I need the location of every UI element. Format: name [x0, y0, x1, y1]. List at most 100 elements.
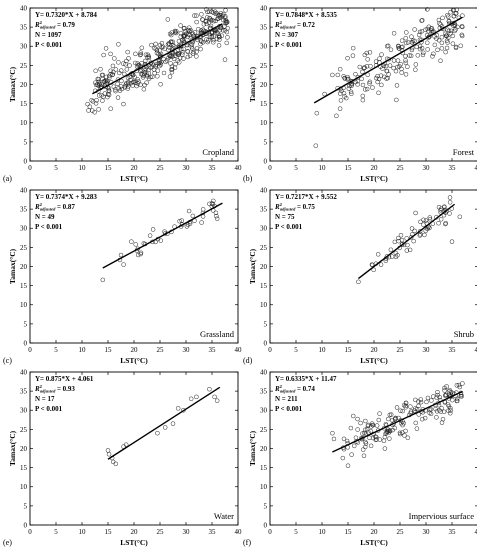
data-point [214, 216, 220, 221]
x-axis-label: LST(°C) [120, 538, 148, 547]
y-tick-label: 10 [20, 301, 28, 309]
data-point [171, 56, 177, 62]
data-point [208, 23, 214, 29]
data-point [434, 395, 439, 400]
data-point [85, 101, 90, 107]
data-point [223, 21, 228, 26]
data-point [96, 107, 101, 112]
x-tick-label: 40 [235, 164, 243, 172]
data-point [187, 53, 193, 58]
x-tick-label: 0 [28, 528, 32, 536]
data-point [363, 444, 368, 450]
data-point [413, 420, 418, 426]
panel-label: (b) [243, 174, 253, 183]
data-point [128, 80, 134, 86]
data-point [361, 66, 367, 71]
data-point [360, 447, 366, 452]
data-point [431, 394, 436, 399]
data-point [426, 28, 431, 34]
data-point [346, 86, 352, 91]
data-point [403, 428, 408, 434]
x-tick-label: 5 [294, 528, 298, 536]
data-point [439, 420, 445, 425]
land-cover-label: Water [214, 511, 234, 521]
sample-size: N = 75 [275, 213, 295, 221]
data-point [376, 417, 382, 423]
data-point [417, 43, 423, 49]
x-tick-label: 30 [183, 528, 191, 536]
data-point [345, 77, 350, 82]
y-axis-label: Tamax(°C) [8, 248, 17, 284]
data-point [225, 35, 230, 40]
data-point [105, 92, 111, 97]
data-point [220, 13, 225, 19]
data-point [453, 10, 459, 16]
data-point [381, 74, 387, 80]
data-point [346, 76, 351, 82]
data-point [90, 99, 96, 104]
data-point [196, 26, 201, 32]
data-point [444, 38, 450, 43]
x-tick-label: 0 [28, 164, 32, 172]
data-point [117, 70, 122, 76]
data-point [178, 23, 183, 28]
regression-equation: Y= 0.7848*X + 8.535 [275, 11, 337, 19]
data-point [190, 213, 196, 219]
data-point [446, 28, 452, 34]
data-point [157, 43, 163, 48]
data-point [99, 82, 104, 87]
regression-line [102, 202, 223, 269]
x-tick-label: 5 [294, 164, 298, 172]
data-point [454, 7, 459, 12]
data-point [169, 67, 174, 72]
data-point [446, 18, 452, 24]
data-point [439, 34, 445, 40]
data-point [135, 246, 141, 252]
x-tick-label: 25 [157, 528, 165, 536]
data-point [110, 63, 116, 69]
y-tick-label: 30 [260, 43, 268, 51]
p-value: P < 0.001 [35, 41, 63, 49]
y-tick-label: 25 [260, 244, 268, 252]
data-point [177, 218, 182, 224]
data-point [169, 64, 175, 69]
data-point [408, 404, 413, 409]
r-squared: R2 adjusted = 0.72 [274, 20, 315, 30]
data-point [173, 61, 178, 67]
data-point [214, 398, 220, 403]
data-point [211, 198, 216, 204]
data-point [447, 388, 453, 393]
panel-c: 0 5 10 15 20 25 30 35 40 0 5 10 15 20 25 30 35 40 LST(°C) T… [3, 186, 242, 365]
data-point [413, 62, 419, 67]
data-point [387, 63, 393, 68]
data-point [378, 262, 384, 267]
data-point [368, 429, 374, 434]
data-point [157, 48, 163, 53]
x-tick-label: 10 [319, 164, 327, 172]
data-point [362, 430, 367, 436]
data-point [337, 66, 343, 72]
data-point [360, 93, 366, 99]
y-tick-label: 10 [20, 483, 28, 491]
data-point [436, 17, 442, 23]
x-tick-label: 15 [345, 528, 353, 536]
data-point [167, 42, 172, 47]
data-point [384, 68, 389, 74]
data-point [128, 77, 133, 83]
data-point [421, 217, 426, 223]
x-axis-label: LST(°C) [360, 538, 388, 547]
y-tick-label: 0 [264, 521, 268, 529]
data-point [403, 35, 408, 41]
panel-b: 0 5 10 15 20 25 30 35 40 0 5 10 15 20 25 30 35 40 LST(°C) T… [243, 4, 477, 183]
data-point [436, 37, 442, 43]
data-point [412, 228, 417, 234]
x-tick-label: 0 [268, 528, 272, 536]
sample-size: N = 1097 [35, 31, 62, 39]
data-point [364, 50, 370, 56]
data-point [435, 389, 440, 395]
data-point [373, 437, 379, 443]
panel-a: 0 5 10 15 20 25 30 35 40 0 5 10 15 20 25 30 35 40 LST(°C) T… [3, 4, 242, 183]
x-tick-label: 10 [79, 164, 87, 172]
data-point [377, 56, 382, 61]
data-point [100, 98, 105, 103]
